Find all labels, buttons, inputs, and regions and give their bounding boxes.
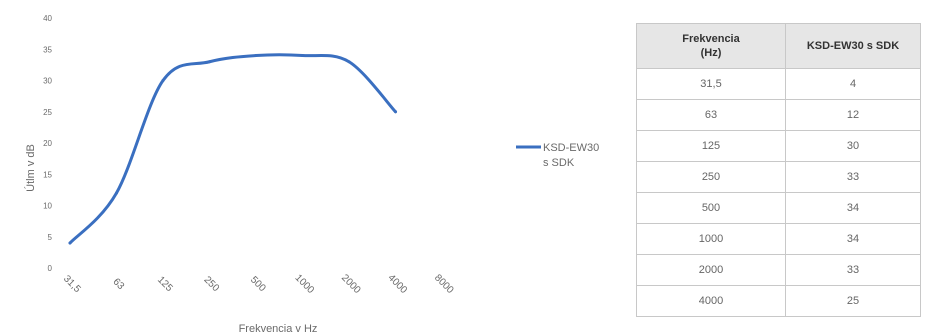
- value-cell: 4: [785, 68, 921, 100]
- frequency-cell: 250: [636, 161, 786, 193]
- y-axis-title: Útlm v dB: [24, 144, 37, 192]
- frequency-cell: 2000: [636, 254, 786, 286]
- x-axis-ticks: 31,5 63 125 250 500 1000 2000 4000 8000: [61, 272, 456, 296]
- frequency-cell: 500: [636, 192, 786, 224]
- table-row: 63 12: [636, 99, 921, 131]
- table-row: 500 34: [636, 192, 921, 224]
- y-tick-label: 15: [43, 170, 52, 179]
- y-axis-ticks: 0 5 10 15 20 25 30 35 40: [43, 14, 52, 273]
- value-cell: 33: [785, 161, 921, 193]
- table-row: 4000 25: [636, 285, 921, 317]
- x-tick-label: 250: [201, 274, 221, 294]
- x-tick-label: 8000: [432, 272, 456, 296]
- frequency-cell: 125: [636, 130, 786, 162]
- value-cell: 33: [785, 254, 921, 286]
- frequency-cell: 63: [636, 99, 786, 131]
- data-point: [68, 241, 72, 245]
- data-point: [161, 79, 165, 82]
- series-layer: [68, 53, 397, 245]
- table-row: 250 33: [636, 161, 921, 193]
- table-header-row: Frekvencia (Hz) KSD-EW30 s SDK: [636, 23, 921, 69]
- x-tick-label: 1000: [293, 272, 317, 296]
- y-tick-label: 0: [48, 264, 53, 273]
- table-row: 125 30: [636, 130, 921, 162]
- attenuation-chart: 0 5 10 15 20 25 30 35 40 31,5 63 125 250 500 1000 2000…: [24, 14, 599, 335]
- y-tick-label: 30: [43, 77, 52, 86]
- legend-label-line-2: s SDK: [543, 157, 575, 169]
- y-tick-label: 10: [43, 202, 52, 211]
- table-row: 31,5 4: [636, 68, 921, 100]
- y-tick-label: 40: [43, 14, 52, 23]
- value-cell: 34: [785, 192, 921, 224]
- data-point: [301, 54, 304, 57]
- data-table: Frekvencia (Hz) KSD-EW30 s SDK 31,5 4 63 12 1…: [636, 23, 921, 317]
- value-cell: 12: [785, 99, 921, 131]
- y-tick-label: 35: [43, 45, 52, 54]
- y-tick-label: 25: [43, 108, 52, 117]
- table-header-frequency: Frekvencia (Hz): [636, 23, 786, 69]
- x-axis-title: Frekvencia v Hz: [239, 323, 318, 335]
- x-tick-label: 125: [155, 274, 175, 294]
- value-cell: 30: [785, 130, 921, 162]
- data-point: [254, 54, 258, 57]
- table-row: 1000 34: [636, 223, 921, 255]
- frequency-cell: 4000: [636, 285, 786, 317]
- x-tick-label: 500: [248, 274, 268, 294]
- value-cell: 34: [785, 223, 921, 255]
- data-point: [208, 60, 211, 64]
- frequency-cell: 1000: [636, 223, 786, 255]
- y-tick-label: 20: [43, 139, 52, 148]
- table-header-series: KSD-EW30 s SDK: [785, 23, 921, 69]
- x-tick-label: 2000: [339, 272, 363, 296]
- value-cell: 25: [785, 285, 921, 317]
- legend-label-line-1: KSD-EW30: [543, 142, 599, 154]
- table-row: 2000 33: [636, 254, 921, 286]
- x-tick-label: 31,5: [61, 273, 83, 295]
- y-tick-label: 5: [48, 233, 53, 242]
- x-tick-label: 63: [110, 276, 126, 292]
- series-line: [68, 53, 397, 245]
- data-point: [394, 110, 397, 114]
- x-tick-label: 4000: [386, 272, 410, 296]
- legend: KSD-EW30 s SDK: [516, 142, 599, 169]
- data-point: [347, 60, 351, 64]
- data-point: [115, 191, 118, 195]
- frequency-cell: 31,5: [636, 68, 786, 100]
